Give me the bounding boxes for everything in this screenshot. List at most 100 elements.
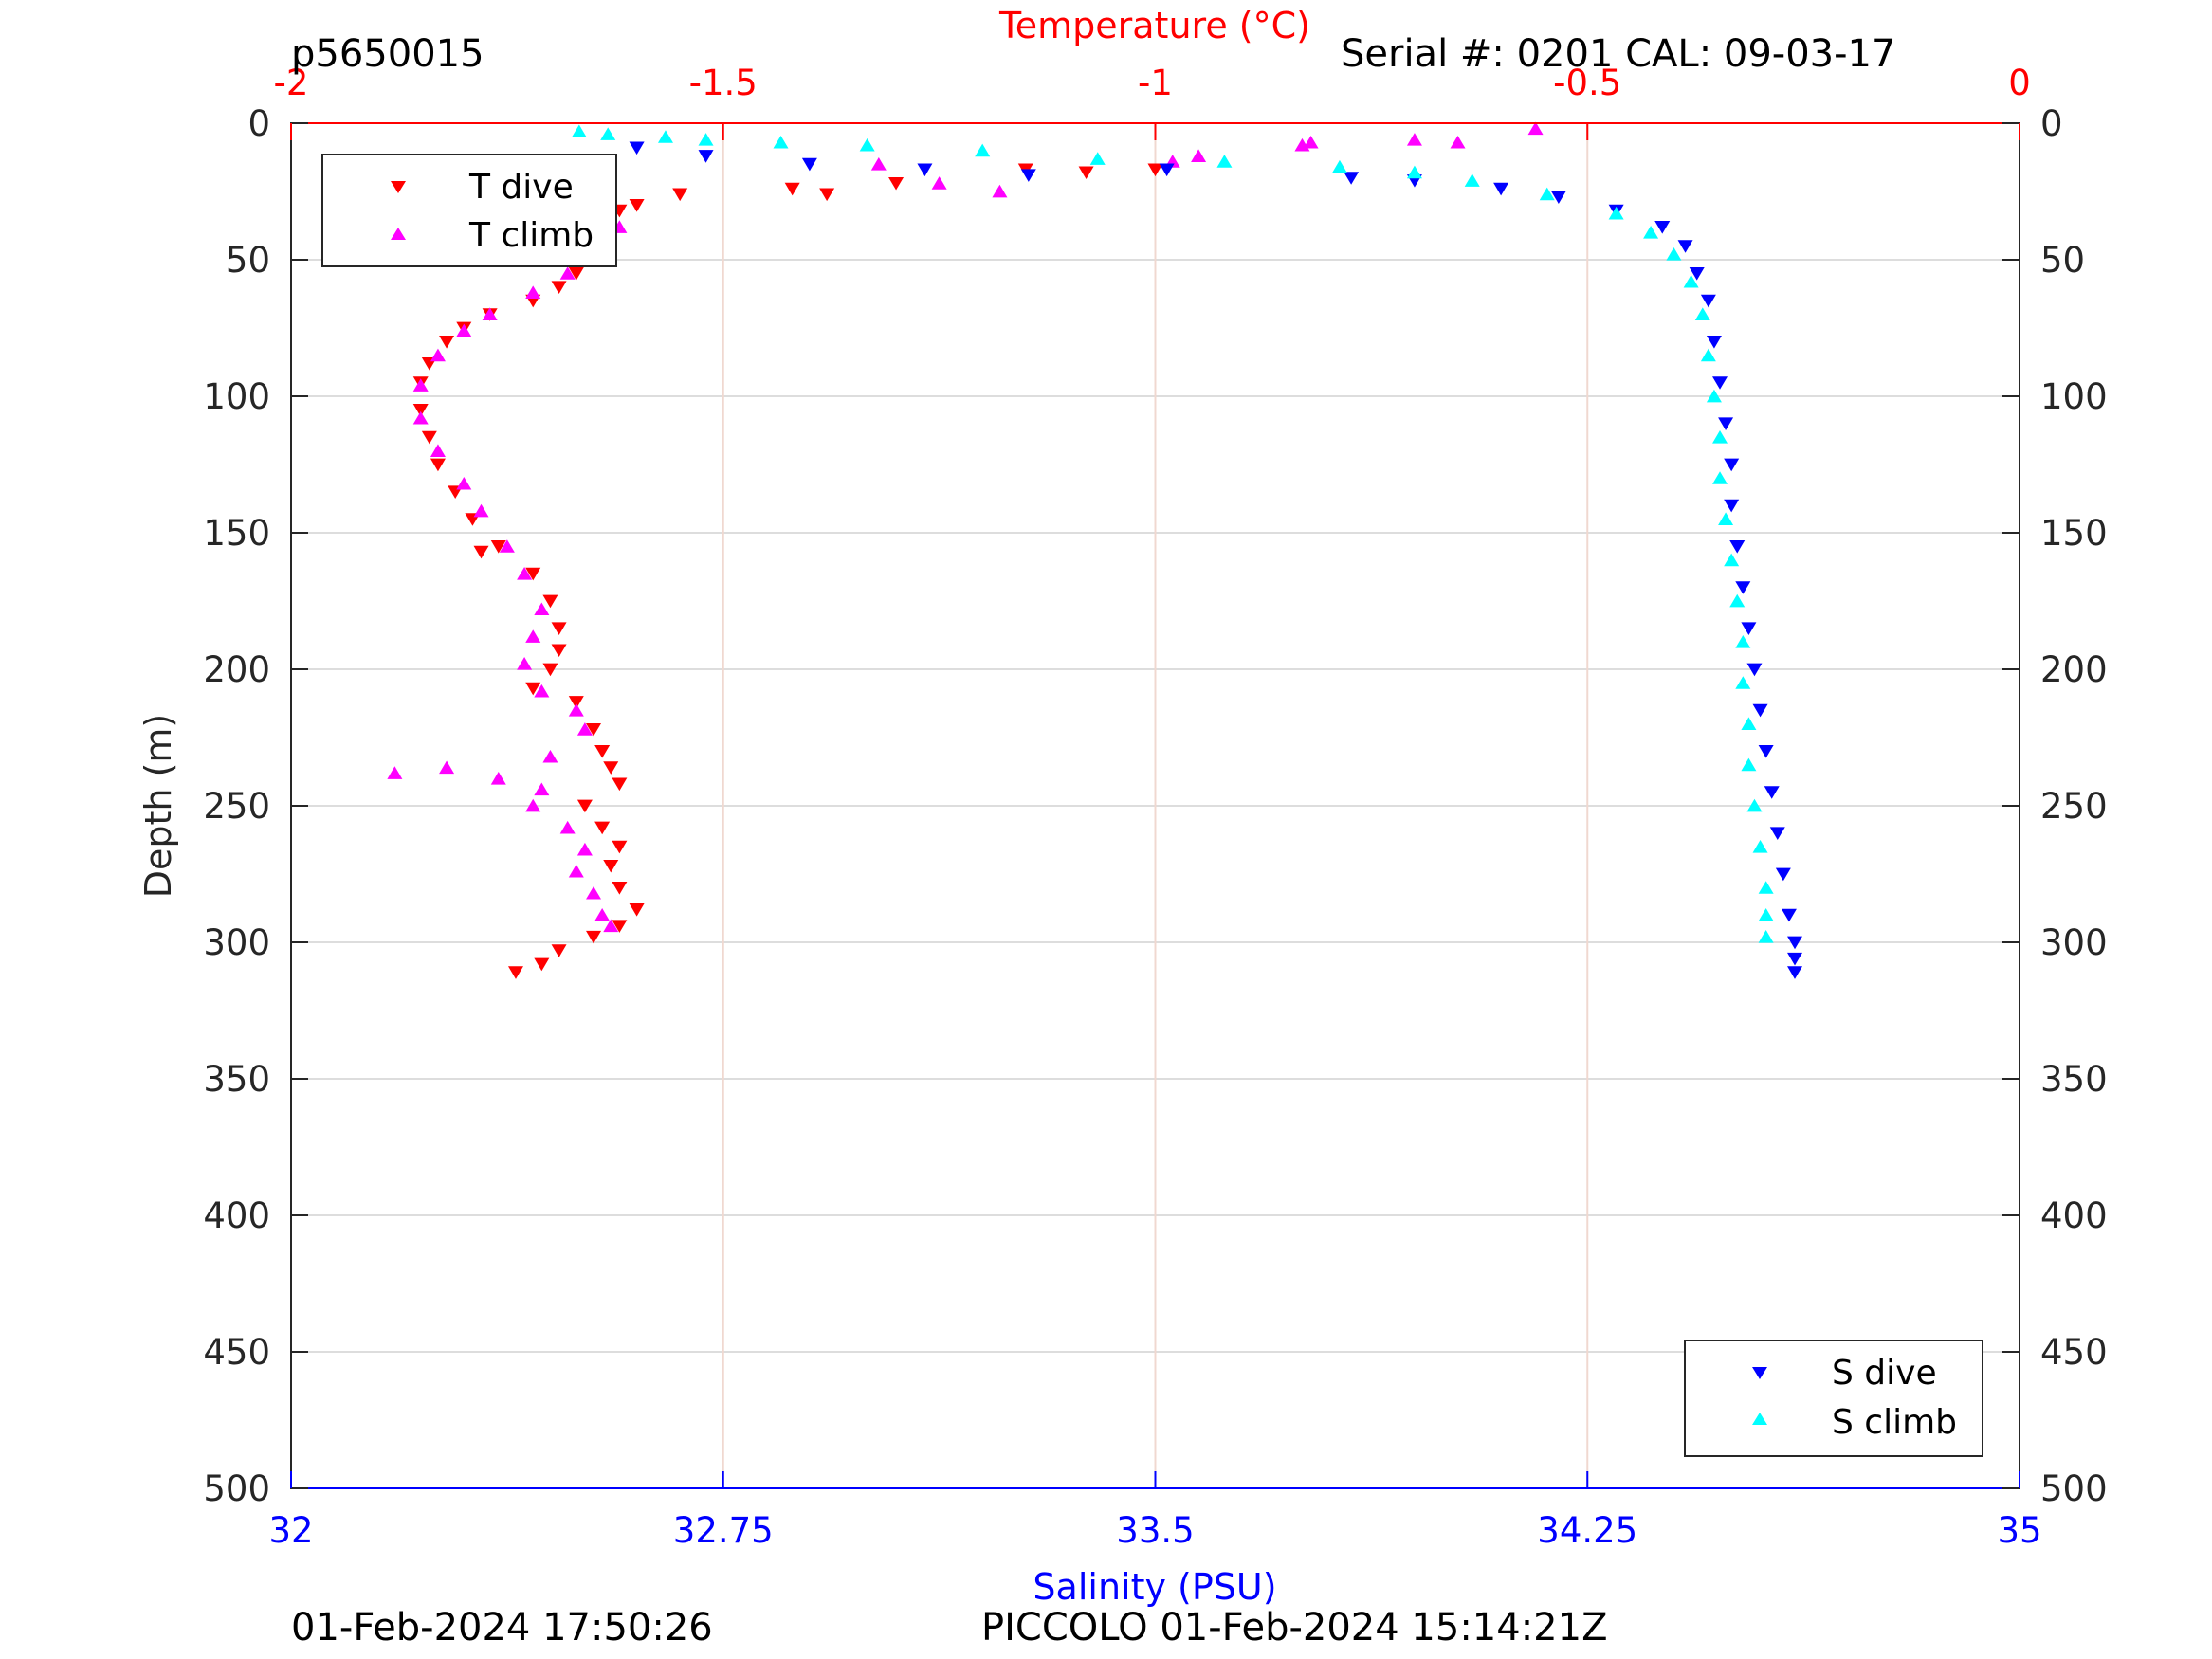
y-tick-label-right: 250 (2040, 786, 2108, 827)
data-point (657, 130, 673, 143)
data-point (1764, 786, 1780, 799)
y-tick-label-left: 450 (203, 1332, 270, 1373)
data-point (1406, 133, 1422, 146)
legend-salinity: S dive S climb (1684, 1340, 1983, 1457)
data-point (629, 903, 645, 917)
data-point (612, 920, 628, 933)
data-point (773, 135, 789, 149)
data-point (1539, 187, 1555, 201)
series-s-dive (629, 141, 1803, 979)
data-point (1464, 173, 1480, 187)
data-point (576, 842, 593, 856)
data-point (917, 163, 933, 177)
data-point (439, 760, 455, 775)
data-point (1303, 135, 1319, 149)
data-point (594, 908, 611, 921)
data-point (1550, 191, 1566, 204)
data-point (1735, 581, 1751, 594)
data-point (551, 281, 567, 294)
footer-timestamp: 01-Feb-2024 17:50:26 (291, 1606, 713, 1650)
series-s-climb (571, 124, 1774, 943)
data-point (1700, 294, 1716, 308)
data-point (1758, 745, 1774, 758)
data-point (1493, 182, 1509, 196)
data-point (1344, 172, 1360, 185)
bottom-axis-title: Salinity (PSU) (1033, 1566, 1276, 1608)
data-point (517, 657, 533, 670)
data-point (870, 157, 887, 171)
y-tick-label-left: 300 (203, 922, 270, 963)
data-point (1331, 159, 1347, 173)
data-point (568, 267, 584, 281)
series-t-climb (387, 121, 1544, 933)
bottom-tick-label: 32 (268, 1510, 313, 1551)
data-point (490, 772, 506, 785)
data-point (1787, 952, 1803, 966)
data-point (1758, 930, 1774, 943)
data-point (412, 378, 429, 392)
data-point (1718, 417, 1734, 430)
data-point (525, 682, 541, 696)
grid (291, 123, 2020, 1488)
y-tick-label-right: 100 (2040, 376, 2108, 417)
data-point (542, 749, 558, 763)
serial-cal-label: Serial #: 0201 CAL: 09-03-17 (1341, 32, 1895, 76)
data-point (1159, 163, 1175, 177)
data-point (534, 782, 550, 796)
data-point (629, 141, 645, 155)
data-point (412, 410, 429, 425)
data-point (1608, 206, 1624, 220)
data-point (1683, 274, 1699, 288)
y-tick-label-left: 200 (203, 649, 270, 690)
data-point (517, 567, 533, 580)
data-marks (387, 121, 1803, 979)
data-point (525, 567, 541, 581)
data-point (612, 840, 628, 854)
data-point (612, 777, 628, 792)
data-point (992, 184, 1008, 198)
data-point (499, 539, 515, 553)
y-tick-label-right: 50 (2040, 240, 2085, 281)
data-point (1406, 165, 1422, 179)
data-point (612, 882, 628, 895)
footer-mission: PICCOLO 01-Feb-2024 15:14:21Z (981, 1606, 1607, 1650)
top-tick-label: 0 (2008, 63, 2031, 103)
data-point (586, 930, 602, 944)
data-point (1689, 267, 1705, 281)
data-point (576, 799, 593, 813)
data-point (1752, 840, 1768, 853)
data-point (568, 703, 584, 717)
bottom-tick-label: 33.5 (1116, 1510, 1194, 1551)
data-point (1758, 908, 1774, 921)
data-point (473, 503, 489, 518)
data-point (629, 199, 645, 212)
data-point (1735, 635, 1751, 648)
data-point (1724, 553, 1740, 567)
data-point (542, 594, 558, 609)
y-tick-label-left: 500 (203, 1468, 270, 1509)
legend-s-dive-marker (1752, 1367, 1767, 1379)
data-point (594, 821, 611, 835)
data-point (603, 919, 619, 933)
legend-salinity-box (1684, 1340, 1983, 1457)
top-tick-label: -2 (274, 63, 309, 103)
data-point (1735, 676, 1751, 689)
data-point (1706, 336, 1722, 349)
profile-id: p5650015 (291, 32, 484, 76)
y-tick-label-right: 400 (2040, 1195, 2108, 1236)
data-point (568, 696, 584, 709)
data-point (430, 348, 446, 362)
y-tick-label-right: 0 (2040, 103, 2063, 144)
legend-t-climb-label: T climb (468, 216, 594, 255)
data-point (1677, 240, 1693, 253)
data-point (534, 602, 550, 616)
y-tick-label-right: 350 (2040, 1059, 2108, 1100)
data-point (1643, 226, 1659, 239)
data-point (568, 864, 584, 878)
data-point (1775, 867, 1791, 882)
data-point (1752, 703, 1768, 718)
data-point (586, 722, 602, 737)
data-point (439, 336, 455, 349)
data-point (456, 323, 472, 337)
